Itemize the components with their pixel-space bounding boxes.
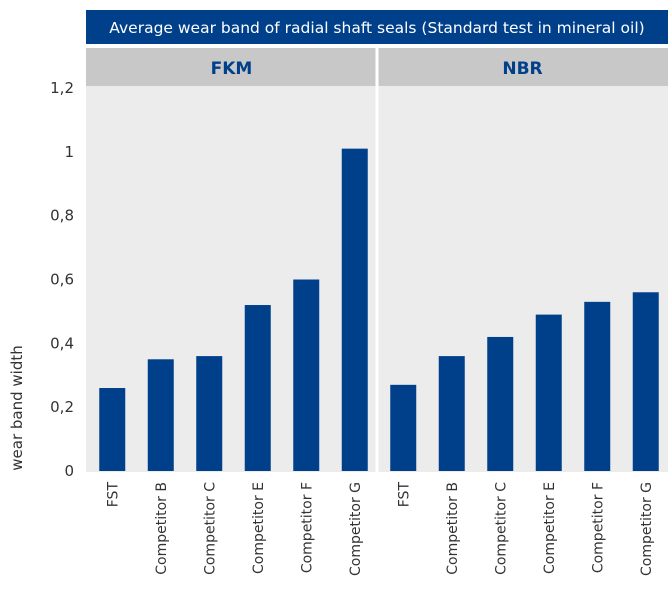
bar	[438, 356, 465, 471]
bars	[99, 48, 659, 472]
bar	[341, 148, 368, 471]
y-axis-label: wear band width	[8, 345, 26, 470]
bar	[487, 336, 514, 471]
panel-header-fkm	[86, 48, 377, 86]
panel-header-nbr	[377, 48, 668, 86]
y-axis-ticks: 0 0,2 0,4 0,6 0,8 1 1,2	[50, 79, 74, 480]
x-tick-label: Competitor G	[639, 482, 655, 576]
bar	[99, 388, 126, 471]
x-axis-ticks: FST Competitor B Competitor C Competitor E C…	[105, 482, 655, 576]
bar	[584, 301, 611, 471]
chart-title: Average wear band of radial shaft seals …	[109, 19, 644, 37]
bar	[632, 292, 659, 471]
x-tick-label: Competitor F	[299, 482, 315, 573]
bar	[147, 359, 174, 471]
bar	[196, 356, 223, 471]
x-tick-label: Competitor C	[202, 482, 218, 575]
x-tick-label: FST	[105, 482, 121, 508]
x-tick-label: Competitor F	[590, 482, 606, 573]
x-tick-label: Competitor C	[493, 482, 509, 575]
chart-title-bar	[86, 10, 668, 44]
x-tick-label: Competitor E	[251, 482, 267, 574]
panel-label-fkm: FKM	[211, 59, 253, 79]
x-tick-label: Competitor G	[348, 482, 364, 576]
x-tick-label: FST	[396, 482, 412, 508]
panel-label-nbr: NBR	[502, 59, 542, 79]
bar	[390, 384, 417, 471]
x-tick-label: Competitor B	[445, 482, 461, 575]
y-tick-label: 0	[64, 462, 74, 480]
y-tick-label: 1,2	[50, 79, 74, 97]
bar	[293, 279, 320, 471]
y-tick-label: 0,2	[50, 398, 74, 416]
x-tick-label: Competitor E	[542, 482, 558, 574]
bar	[244, 305, 271, 471]
panel-headers: FKM NBR	[86, 48, 668, 86]
y-tick-label: 0,6	[50, 271, 74, 289]
x-tick-label: Competitor B	[154, 482, 170, 575]
y-tick-label: 1	[64, 143, 74, 161]
y-tick-label: 0,4	[50, 334, 74, 352]
y-tick-label: 0,8	[50, 207, 74, 225]
bar	[535, 314, 562, 471]
